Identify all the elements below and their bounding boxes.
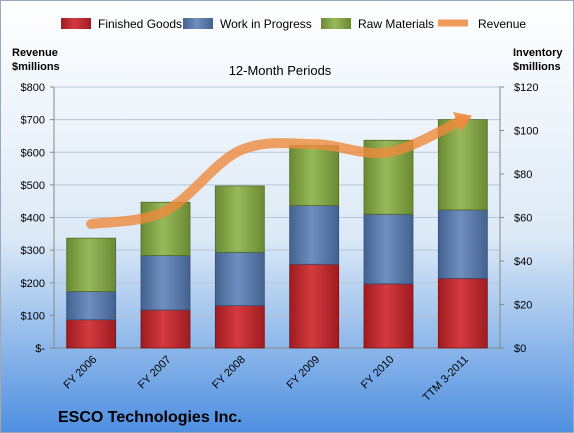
left-tick-label: $600 <box>21 147 45 159</box>
left-axis-title-line1: Revenue <box>12 47 58 59</box>
right-tick-label: $80 <box>514 169 532 181</box>
bar-raw-materials <box>66 237 117 292</box>
legend-label-work-in-progress: Work in Progress <box>220 17 312 31</box>
bar-work-in-progress <box>66 291 117 321</box>
company-name: ESCO Technologies Inc. <box>58 409 242 426</box>
bar-raw-materials <box>437 119 488 211</box>
legend-swatch-work-in-progress <box>183 18 213 29</box>
bar-work-in-progress <box>214 251 265 306</box>
legend-label-revenue: Revenue <box>478 17 526 31</box>
left-tick-label: $- <box>35 343 45 355</box>
bar-finished-goods <box>66 319 117 349</box>
right-tick-label: $0 <box>514 343 526 355</box>
bar-work-in-progress <box>363 213 414 285</box>
right-tick-label: $20 <box>514 300 532 312</box>
left-axis-title-line2: $millions <box>12 61 60 73</box>
chart-subtitle: 12-Month Periods <box>229 63 332 78</box>
bar-work-in-progress <box>437 209 488 279</box>
left-tick-label: $800 <box>21 82 45 94</box>
legend-swatch-raw-materials <box>321 18 351 29</box>
right-tick-label: $100 <box>514 126 538 138</box>
left-tick-label: $100 <box>21 310 45 322</box>
plot-area: $- $100 $200 $300 $400 $500 $600 $700 $800 $0 $20 $… <box>21 82 539 404</box>
left-tick-label: $500 <box>21 180 45 192</box>
revenue-arrowhead <box>452 111 472 133</box>
legend-swatch-finished-goods <box>61 18 91 29</box>
right-tick-label: $40 <box>514 256 532 268</box>
legend-label-raw-materials: Raw Materials <box>358 17 434 31</box>
bar-finished-goods <box>437 277 488 349</box>
bar-raw-materials <box>214 185 265 253</box>
legend: Finished Goods Work in Progress Raw Mate… <box>61 17 526 31</box>
left-tick-label: $400 <box>21 213 45 225</box>
bar-finished-goods <box>363 283 414 349</box>
bar-finished-goods <box>289 263 340 349</box>
bar-finished-goods <box>214 305 265 349</box>
right-axis-title-line2: $millions <box>513 61 561 73</box>
bar-work-in-progress <box>140 255 191 311</box>
right-axis-title-line1: Inventory <box>513 47 563 59</box>
left-tick-label: $200 <box>21 278 45 290</box>
legend-label-finished-goods: Finished Goods <box>98 17 182 31</box>
revenue-line <box>86 114 468 230</box>
right-tick-label: $120 <box>514 82 538 94</box>
bar-raw-materials <box>289 145 340 206</box>
bar-work-in-progress <box>289 205 340 265</box>
left-tick-label: $300 <box>21 245 45 257</box>
bar-finished-goods <box>140 309 191 349</box>
left-tick-label: $700 <box>21 115 45 127</box>
right-tick-label: $60 <box>514 213 532 225</box>
